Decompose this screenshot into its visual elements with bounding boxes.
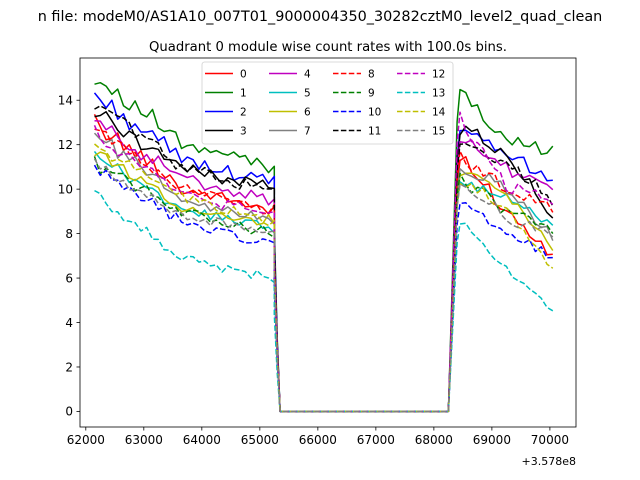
y-tick-label: 8 — [65, 227, 73, 241]
legend-label-4: 4 — [304, 69, 311, 81]
y-tick-label: 2 — [65, 360, 73, 374]
x-tick-label: 65000 — [241, 433, 279, 447]
x-offset-label: +3.578e8 — [522, 455, 576, 468]
series-line-0 — [93, 113, 553, 413]
x-tick-label: 62000 — [67, 433, 105, 447]
legend-label-0: 0 — [240, 69, 247, 81]
legend-label-15: 15 — [432, 126, 445, 138]
legend-label-1: 1 — [240, 88, 247, 100]
series-line-11 — [94, 105, 554, 413]
legend-label-13: 13 — [432, 88, 445, 100]
series-line-15 — [93, 158, 554, 413]
series-line-1 — [94, 81, 554, 413]
plot-area — [93, 81, 554, 413]
x-tick-label: 68000 — [415, 433, 453, 447]
x-tick-label: 69000 — [473, 433, 511, 447]
series-line-4 — [94, 119, 554, 413]
series-line-12 — [93, 111, 554, 413]
legend-label-11: 11 — [368, 126, 381, 138]
series-line-13 — [94, 189, 554, 413]
legend-box — [201, 61, 454, 145]
x-tick-label: 67000 — [357, 433, 395, 447]
legend-label-8: 8 — [368, 69, 375, 81]
series-line-8 — [94, 128, 554, 413]
legend-label-5: 5 — [304, 88, 311, 100]
series-line-10 — [93, 164, 553, 413]
series-line-5 — [93, 150, 554, 413]
series-line-9 — [93, 156, 554, 413]
legend-label-3: 3 — [240, 126, 247, 138]
legend-label-14: 14 — [432, 107, 446, 119]
x-tick-label: 63000 — [125, 433, 163, 447]
series-line-6 — [94, 151, 554, 413]
y-tick-label: 4 — [65, 316, 73, 330]
y-tick-label: 10 — [58, 182, 73, 196]
axes-frame — [79, 57, 577, 428]
x-tick-label: 64000 — [183, 433, 221, 447]
series-line-14 — [94, 143, 554, 413]
legend-label-7: 7 — [304, 126, 311, 138]
y-tick-label: 12 — [58, 138, 73, 152]
y-tick-label: 0 — [65, 405, 73, 419]
y-tick-label: 6 — [65, 271, 73, 285]
axis-ticks: 62000 63000 64000 65000 66000 67000 68000 69000… — [58, 94, 569, 447]
legend-label-9: 9 — [368, 88, 375, 100]
x-tick-label: 66000 — [299, 433, 337, 447]
figure-suptitle: n file: modeM0/AS1A10_007T01_9000004350_… — [38, 9, 603, 25]
series-line-3 — [94, 111, 554, 413]
chart-title: Quadrant 0 module wise count rates with … — [149, 40, 507, 55]
y-tick-label: 14 — [58, 94, 73, 108]
x-tick-label: 70000 — [531, 433, 569, 447]
legend-label-6: 6 — [304, 107, 311, 119]
legend-label-12: 12 — [432, 69, 445, 81]
legend-label-2: 2 — [240, 107, 247, 119]
legend-label-10: 10 — [368, 107, 381, 119]
